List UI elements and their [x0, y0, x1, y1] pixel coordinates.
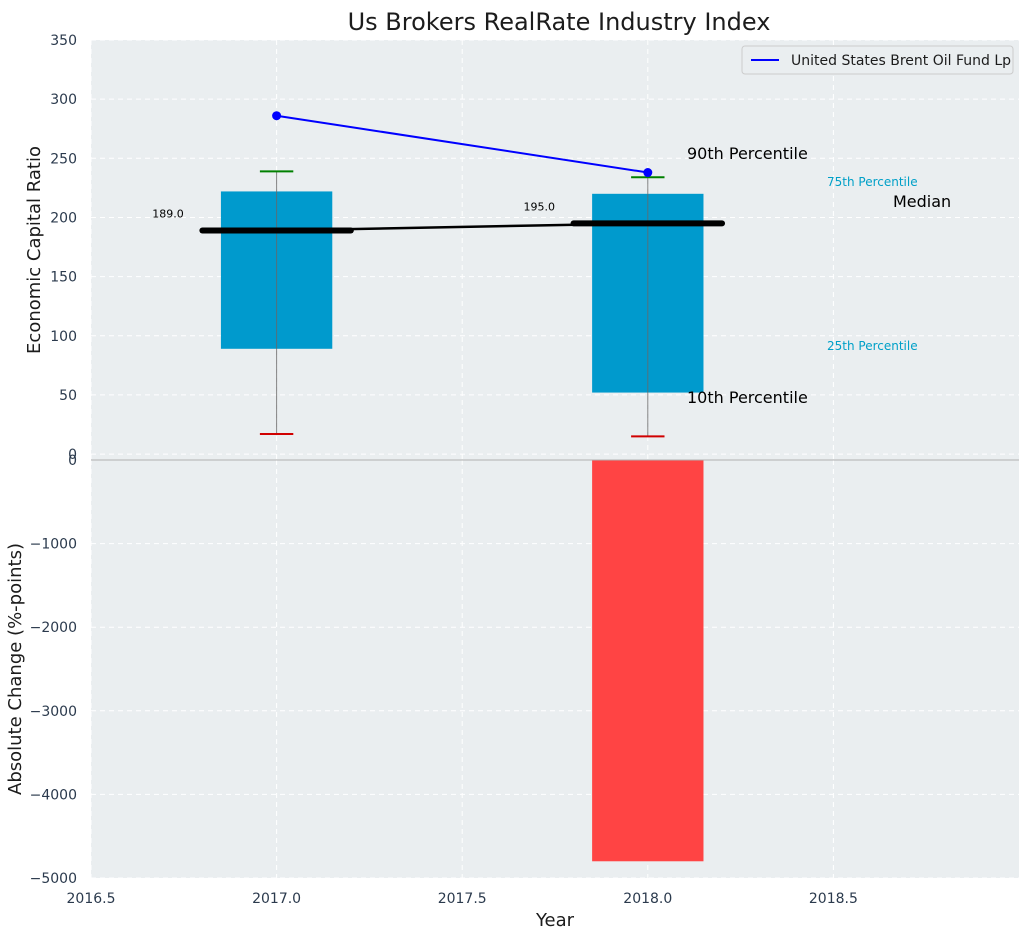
top-y-axis-label: Economic Capital Ratio	[24, 146, 45, 354]
top-y-tick-label: 0	[68, 447, 77, 463]
top-y-tick-label: 100	[50, 329, 77, 345]
top-y-tick-label: 50	[59, 388, 77, 404]
top-panel-annotations: 90th Percentile 75th Percentile Median 2…	[687, 144, 951, 407]
bottom-panel-background	[91, 460, 1019, 878]
x-axis-ticks: 2016.5 2017.0 2017.5 2018.0 2018.5	[67, 891, 858, 907]
top-y-tick-label: 150	[50, 270, 77, 286]
bottom-y-tick-label: −1000	[30, 537, 77, 553]
bottom-y-tick-label: −3000	[30, 704, 77, 720]
x-axis-label: Year	[535, 910, 575, 931]
absolute-change-bar	[592, 460, 704, 862]
x-tick-label: 2017.0	[252, 891, 301, 907]
series-point-brent-oil-fund	[643, 168, 653, 178]
top-panel-series	[272, 111, 653, 232]
bottom-panel: 0 −1000 −2000 −3000 −4000 −5000 Absolute Chan…	[5, 453, 1019, 887]
series-line-brent-oil-fund	[276, 114, 648, 174]
top-y-tick-label: 250	[50, 151, 77, 167]
annotation-10th-percentile: 10th Percentile	[687, 388, 808, 407]
x-tick-label: 2016.5	[67, 891, 116, 907]
median-trend-line	[276, 222, 648, 232]
annotation-median: Median	[893, 192, 951, 211]
top-panel-y-ticks: 0 50 100 150 200 250 300 350	[50, 33, 77, 463]
annotation-75th-percentile: 75th Percentile	[827, 175, 918, 189]
x-tick-label: 2018.0	[623, 891, 672, 907]
top-panel-boxes: 189.0 195.0	[152, 170, 726, 438]
top-y-tick-label: 300	[50, 92, 77, 108]
legend: United States Brent Oil Fund Lp	[741, 45, 1014, 75]
annotation-25th-percentile: 25th Percentile	[827, 339, 918, 353]
median-value-label: 189.0	[152, 207, 184, 220]
legend-frame	[741, 45, 1014, 75]
bottom-y-tick-label: −4000	[30, 787, 77, 803]
bottom-y-axis-label: Absolute Change (%-points)	[5, 543, 26, 795]
x-tick-label: 2017.5	[438, 891, 487, 907]
median-value-label: 195.0	[524, 200, 556, 213]
series-point-brent-oil-fund	[272, 111, 282, 121]
chart-title: Us Brokers RealRate Industry Index	[348, 8, 771, 36]
bottom-y-tick-label: 0	[68, 453, 77, 469]
legend-entry-brent-oil-fund: United States Brent Oil Fund Lp	[791, 53, 1011, 69]
bottom-panel-y-ticks: 0 −1000 −2000 −3000 −4000 −5000	[30, 453, 77, 887]
annotation-90th-percentile: 90th Percentile	[687, 144, 808, 163]
top-panel: 0 50 100 150 200 250 300 350 189.0 195.0 90th Pe…	[24, 33, 1019, 463]
top-y-tick-label: 350	[50, 33, 77, 49]
top-y-tick-label: 200	[50, 210, 77, 226]
bottom-panel-bars	[592, 460, 704, 862]
bottom-y-tick-label: −5000	[30, 871, 77, 887]
x-tick-label: 2018.5	[809, 891, 858, 907]
bottom-y-tick-label: −2000	[30, 620, 77, 636]
